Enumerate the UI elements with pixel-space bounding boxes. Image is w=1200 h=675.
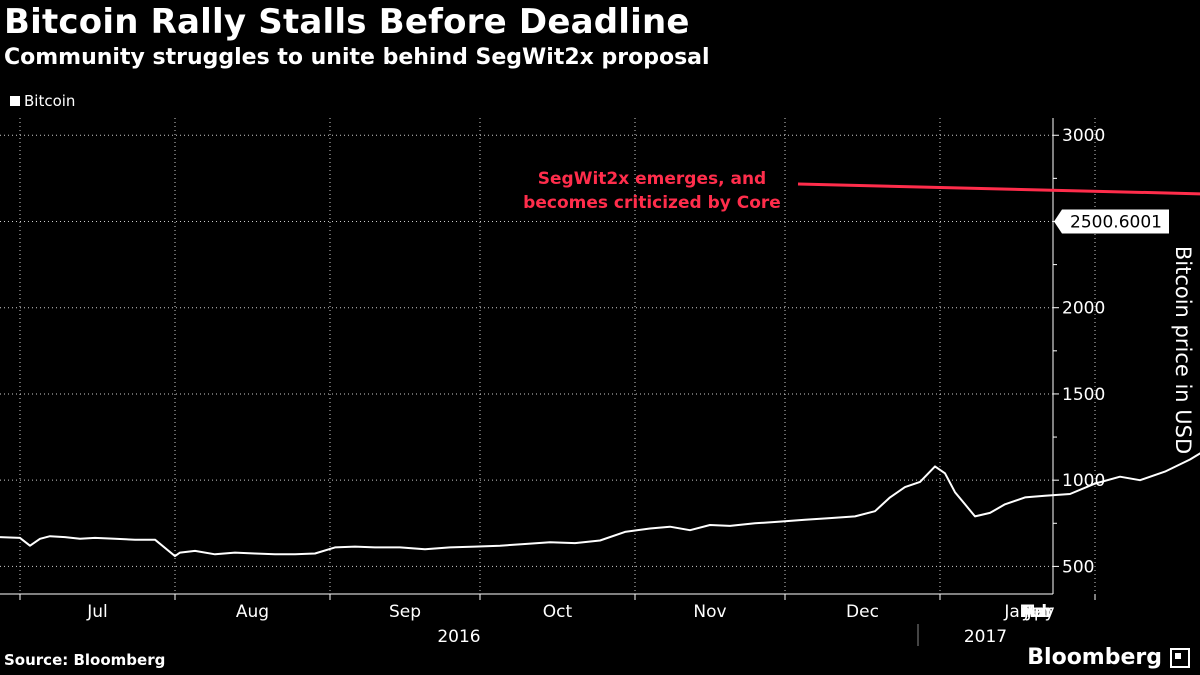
x-tick-label: May (1019, 602, 1054, 622)
year-label-2016: 2016 (437, 627, 480, 647)
chart-legend: Bitcoin (10, 92, 75, 110)
y-tick-label: 1000 (1062, 471, 1105, 491)
x-tick-label: Nov (693, 602, 726, 622)
source-note: Source: Bloomberg (4, 651, 166, 669)
x-tick-label: Jul (1026, 602, 1048, 622)
x-tick-label: Oct (543, 602, 573, 622)
chart-title: Bitcoin Rally Stalls Before Deadline (4, 2, 690, 42)
x-tick-label: Jul (86, 602, 108, 622)
y-tick-label: 1500 (1062, 385, 1105, 405)
last-value-label: 2500.6001 (1070, 212, 1162, 232)
annotation-arrow-line (797, 182, 1200, 196)
chart-subtitle: Community struggles to unite behind SegW… (4, 45, 710, 70)
annotation-text-line: SegWit2x emerges, and (538, 169, 766, 189)
x-tick-label: Sep (389, 602, 421, 622)
x-tick-label: Apr (1022, 602, 1051, 622)
y-tick-label: 3000 (1062, 126, 1105, 146)
last-value-badge (1054, 209, 1169, 234)
y-tick-label: 500 (1062, 557, 1094, 577)
year-label-2017: 2017 (964, 627, 1007, 647)
legend-label: Bitcoin (24, 92, 76, 110)
legend-swatch (10, 96, 20, 106)
bitcoin-price-line (0, 452, 1200, 558)
x-tick-label: Dec (846, 602, 879, 622)
x-tick-label: Feb (1022, 602, 1052, 622)
annotation-text-line: becomes criticized by Core (523, 193, 781, 213)
brand-mark-icon (1170, 647, 1190, 668)
y-axis-title: Bitcoin price in USD (1171, 246, 1195, 454)
brand-logo: Bloomberg (1027, 645, 1190, 670)
x-tick-label: Jun (1023, 602, 1051, 622)
y-tick-label: 2000 (1062, 299, 1105, 319)
x-tick-label: Mar (1021, 602, 1053, 622)
x-tick-label: Jan (1003, 602, 1030, 622)
brand-name: Bloomberg (1027, 645, 1162, 670)
x-tick-label: Aug (236, 602, 269, 622)
